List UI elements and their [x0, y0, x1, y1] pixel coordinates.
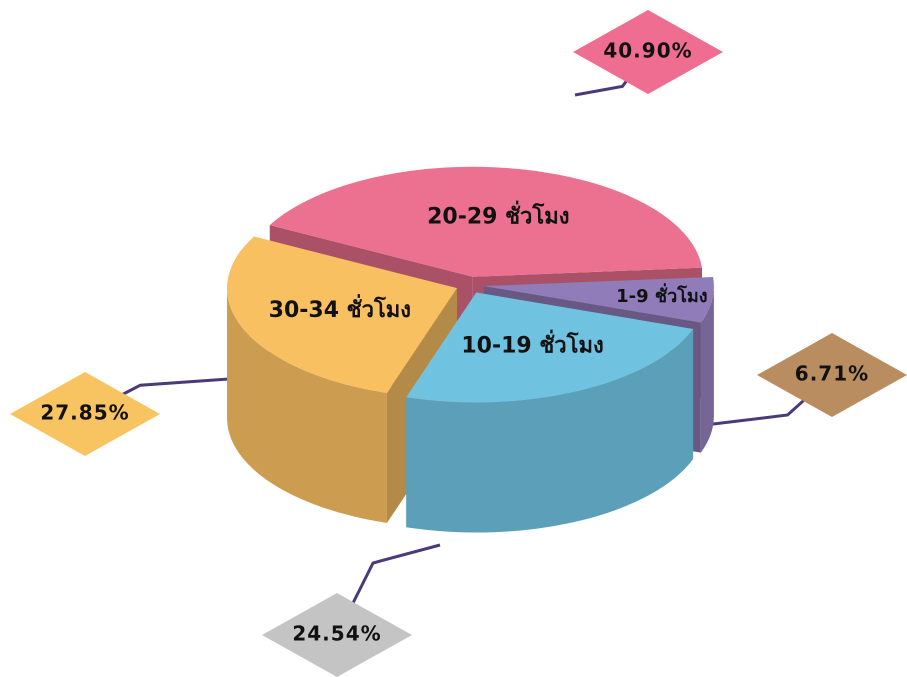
slice-side: [406, 329, 694, 533]
slice-top: [406, 292, 694, 403]
slice-label: 1-9 ชั่วโมง: [616, 283, 707, 307]
value-label: 27.85%: [40, 401, 129, 425]
value-label: 6.71%: [795, 362, 869, 386]
slice: [406, 292, 694, 533]
value-label-box: [10, 372, 160, 456]
value-label: 24.54%: [292, 622, 381, 646]
slice-label: 10-19 ชั่วโมง: [461, 329, 603, 359]
slice-top: [269, 166, 703, 277]
slice-top: [227, 236, 458, 393]
value-label-box: [262, 593, 412, 677]
value-label: 40.90%: [603, 39, 692, 63]
slice-label: 30-34 ชั่วโมง: [269, 293, 411, 323]
value-label-box: [573, 10, 723, 94]
value-label-box: [757, 333, 907, 417]
slice-side: [227, 288, 387, 523]
slice-top: [483, 276, 714, 323]
slice-label: 20-29 ชั่วโมง: [427, 200, 569, 230]
slice-side: [700, 286, 714, 453]
